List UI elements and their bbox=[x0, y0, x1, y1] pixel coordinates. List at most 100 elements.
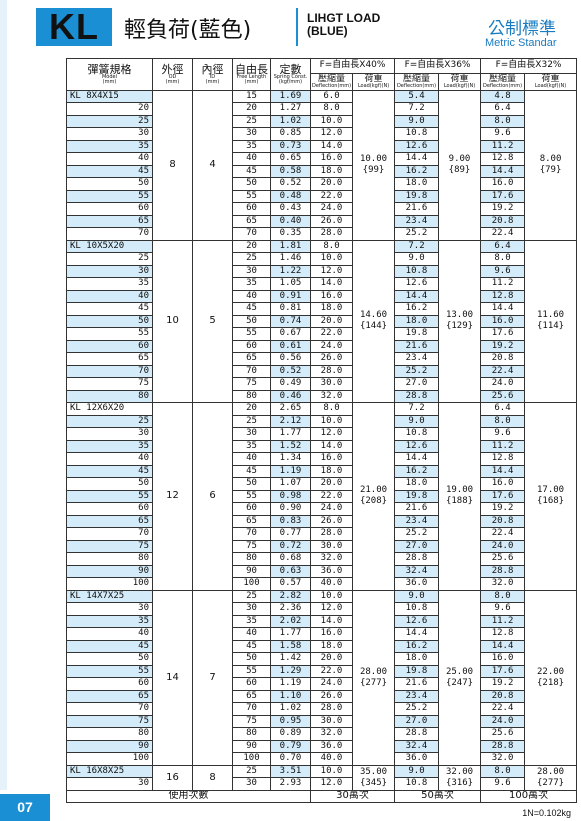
model-cell: 55 bbox=[66, 327, 153, 341]
model-cell: 90 bbox=[66, 564, 153, 578]
load-newton: {144} bbox=[359, 321, 388, 332]
load-newton: {277} bbox=[359, 677, 388, 688]
data-row: 65 65 0.83 26.0 23.4 20.8 bbox=[66, 514, 577, 528]
data-row: 55 55 0.67 22.0 19.8 17.6 bbox=[66, 327, 577, 341]
model-cell: 40 bbox=[66, 289, 153, 303]
header-text: (mm) bbox=[244, 78, 259, 85]
deflection-cell: 28.8 bbox=[394, 727, 440, 741]
data-row: KL 8X4X15 8 4 15 1.69 6.0 10.00 {99} 5.4 9.00 {89}… bbox=[66, 89, 578, 241]
model-cell: 30 bbox=[66, 127, 153, 141]
header-cell: 壓縮量 Deflection(mm) bbox=[480, 72, 526, 91]
length-cell: 45 bbox=[232, 639, 271, 653]
deflection-cell: 10.8 bbox=[394, 777, 440, 791]
deflection-cell: 19.2 bbox=[480, 339, 526, 353]
header-text: 壓縮量 bbox=[403, 73, 431, 84]
load-value: 13.00 bbox=[445, 310, 474, 321]
data-row: 70 70 0.77 28.0 25.2 22.4 bbox=[66, 527, 577, 541]
deflection-cell: 30.0 bbox=[310, 539, 353, 553]
data-row: 65 65 0.56 26.0 23.4 20.8 bbox=[66, 352, 577, 366]
spec-table: 彈簧規格 Model (mm) 外徑 OD (mm) 內徑 ID (mm) 自由長 Free Len… bbox=[66, 58, 578, 803]
deflection-cell: 40.0 bbox=[310, 577, 353, 591]
model-cell: 50 bbox=[66, 177, 153, 191]
deflection-cell: 12.6 bbox=[394, 277, 440, 291]
data-row: 20 20 1.27 8.0 7.2 6.4 bbox=[66, 102, 577, 116]
deflection-cell: 16.0 bbox=[480, 652, 526, 666]
load-cell: 28.00 {277} bbox=[524, 764, 578, 791]
model-cell: 40 bbox=[66, 627, 153, 641]
deflection-cell: 36.0 bbox=[310, 739, 353, 753]
model-cell: 80 bbox=[66, 389, 153, 403]
const-cell: 0.58 bbox=[270, 164, 311, 178]
const-cell: 1.69 bbox=[270, 89, 311, 103]
data-row: 60 60 0.61 24.0 21.6 19.2 bbox=[66, 339, 577, 353]
load-cell: 35.00 {345} bbox=[351, 764, 396, 791]
deflection-cell: 12.0 bbox=[310, 777, 353, 791]
deflection-cell: 24.0 bbox=[310, 502, 353, 516]
data-row: 80 80 0.68 32.0 28.8 25.6 bbox=[66, 552, 577, 566]
deflection-cell: 22.0 bbox=[310, 189, 353, 203]
model-cell: 30 bbox=[66, 602, 153, 616]
footer-cycles: 100萬次 bbox=[480, 789, 578, 803]
deflection-cell: 19.2 bbox=[480, 677, 526, 691]
model-cell: KL 8X4X15 bbox=[66, 89, 153, 103]
deflection-cell: 17.6 bbox=[480, 189, 526, 203]
data-row: 55 55 0.48 22.0 19.8 17.6 bbox=[66, 189, 577, 203]
header-text: 壓縮量 bbox=[317, 73, 345, 84]
deflection-cell: 22.0 bbox=[310, 664, 353, 678]
data-row: 80 80 0.46 32.0 28.8 25.6 bbox=[66, 389, 577, 403]
deflection-cell: 14.4 bbox=[394, 152, 440, 166]
deflection-cell: 12.0 bbox=[310, 264, 353, 278]
length-cell: 65 bbox=[232, 214, 271, 228]
load-newton: {89} bbox=[448, 165, 471, 175]
length-cell: 50 bbox=[232, 314, 271, 328]
data-row: 70 70 0.52 28.0 25.2 22.4 bbox=[66, 364, 577, 378]
deflection-cell: 36.0 bbox=[394, 752, 440, 766]
data-row: 30 30 0.85 12.0 10.8 9.6 bbox=[66, 127, 577, 141]
model-cell: 50 bbox=[66, 652, 153, 666]
deflection-cell: 22.4 bbox=[480, 227, 526, 241]
length-cell: 100 bbox=[232, 752, 271, 766]
deflection-cell: 21.6 bbox=[394, 339, 440, 353]
footer-cycles: 30萬次 bbox=[309, 789, 396, 803]
deflection-cell: 19.8 bbox=[394, 489, 440, 503]
deflection-cell: 24.0 bbox=[480, 377, 526, 391]
header-text: Load(kgf)(N) bbox=[443, 82, 476, 89]
length-cell: 80 bbox=[232, 727, 271, 741]
deflection-cell: 7.2 bbox=[394, 402, 440, 416]
deflection-cell: 25.6 bbox=[480, 552, 526, 566]
length-cell: 45 bbox=[232, 302, 271, 316]
deflection-cell: 9.6 bbox=[480, 127, 526, 141]
deflection-cell: 19.8 bbox=[394, 664, 440, 678]
length-cell: 75 bbox=[232, 539, 271, 553]
header-cell: 壓縮量 Deflection(mm) bbox=[310, 72, 353, 91]
deflection-cell: 23.4 bbox=[394, 352, 440, 366]
deflection-cell: 20.0 bbox=[310, 477, 353, 491]
footer-cycles: 50萬次 bbox=[394, 789, 482, 803]
deflection-cell: 26.0 bbox=[310, 514, 353, 528]
const-cell: 0.91 bbox=[270, 289, 311, 303]
load-value: 19.00 bbox=[445, 485, 474, 496]
load-cell: 10.00 {99} bbox=[351, 89, 396, 241]
header-text: 荷重 bbox=[364, 73, 383, 84]
data-row: 50 50 1.07 20.0 18.0 16.0 bbox=[66, 477, 577, 491]
length-cell: 35 bbox=[232, 439, 271, 453]
deflection-cell: 11.2 bbox=[480, 139, 526, 153]
deflection-cell: 23.4 bbox=[394, 514, 440, 528]
deflection-cell: 28.8 bbox=[480, 564, 526, 578]
data-row: 60 60 0.90 24.0 21.6 19.2 bbox=[66, 502, 577, 516]
const-cell: 0.89 bbox=[270, 727, 311, 741]
deflection-cell: 17.6 bbox=[480, 489, 526, 503]
const-cell: 1.77 bbox=[270, 627, 311, 641]
const-cell: 0.72 bbox=[270, 539, 311, 553]
load-cell: 21.00 {208} bbox=[351, 402, 396, 591]
model-cell: KL 12X6X20 bbox=[66, 402, 153, 416]
data-row: KL 16X8X25 16 8 25 3.51 10.0 35.00 {345} 9.0 32.0… bbox=[66, 764, 578, 791]
deflection-cell: 21.6 bbox=[394, 202, 440, 216]
const-cell: 0.68 bbox=[270, 552, 311, 566]
deflection-cell: 14.4 bbox=[480, 164, 526, 178]
const-cell: 1.22 bbox=[270, 264, 311, 278]
header-cell: 荷重 Load(kgf)(N) bbox=[351, 72, 396, 91]
model-cell: 55 bbox=[66, 664, 153, 678]
header-text: 定數 bbox=[279, 62, 302, 76]
deflection-cell: 9.6 bbox=[480, 602, 526, 616]
